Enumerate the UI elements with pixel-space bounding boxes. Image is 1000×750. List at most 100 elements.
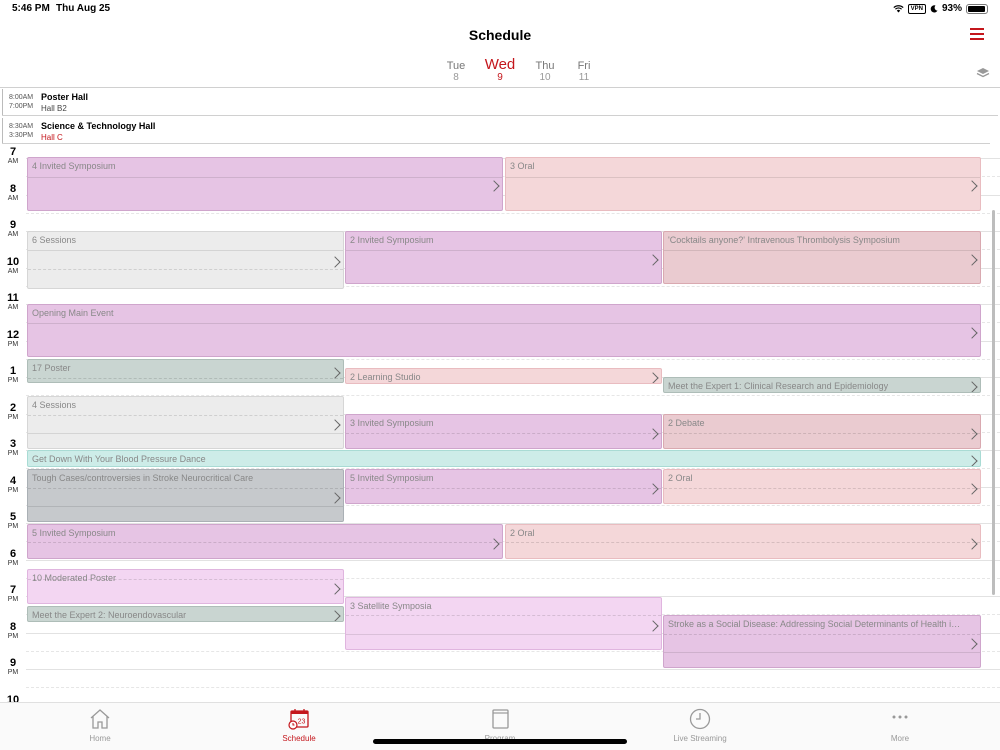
event-block[interactable]: 2 Learning Studio	[345, 368, 662, 384]
event-gridline	[28, 323, 980, 324]
hour-number: 7	[9, 584, 17, 596]
layers-icon[interactable]	[976, 67, 990, 79]
event-block[interactable]: 3 Oral	[505, 157, 981, 211]
hour-number: 8	[9, 620, 17, 633]
day-tab-wed[interactable]: Wed 9	[482, 56, 518, 83]
event-title: 2 Oral	[668, 473, 693, 483]
event-gridline	[346, 615, 661, 616]
event-block[interactable]: 3 Invited Symposium	[345, 414, 662, 449]
chevron-right-icon	[966, 326, 978, 339]
event-gridline	[664, 250, 980, 251]
battery-icon	[966, 3, 988, 14]
event-gridline	[28, 542, 502, 543]
battery-percent: 93%	[941, 3, 962, 14]
pinned-venue-row[interactable]: 8:00AM 7:00PM Poster Hall Hall B2	[2, 89, 998, 115]
day-number: 9	[497, 72, 503, 83]
event-gridline	[28, 415, 343, 416]
tab-label: Program	[440, 734, 560, 743]
event-block[interactable]: 3 Satellite Symposia	[345, 597, 662, 650]
pinned-venue-row[interactable]: 8:30AM 3:30PM Science & Technology Hall …	[2, 118, 998, 144]
scrollbar[interactable]	[992, 210, 995, 595]
event-block[interactable]: Meet the Expert 1: Clinical Research and…	[663, 377, 981, 393]
chevron-right-icon	[329, 256, 341, 268]
tab-more[interactable]: More	[840, 703, 960, 743]
status-indicators: VPN 93%	[893, 3, 988, 14]
hamburger-menu-icon[interactable]	[970, 28, 984, 42]
event-block[interactable]: 10 Moderated Poster	[27, 569, 344, 604]
tab-home[interactable]: Home	[40, 703, 160, 743]
hour-label: 4 PM	[0, 474, 26, 495]
event-title: 3 Invited Symposium	[350, 418, 434, 428]
day-number: 10	[539, 72, 551, 83]
hour-ampm: PM	[7, 632, 19, 640]
event-block[interactable]: 'Cocktails anyone?' Intravenous Thrombol…	[663, 231, 981, 284]
venue-divider	[2, 115, 998, 116]
event-title: Stroke as a Social Disease: Addressing S…	[668, 619, 964, 629]
hour-number: 5	[9, 511, 17, 523]
event-title: Meet the Expert 1: Clinical Research and…	[668, 381, 889, 391]
event-block[interactable]: 6 Sessions	[27, 231, 344, 289]
tab-program[interactable]: Program	[440, 703, 560, 743]
hour-number: 10	[6, 255, 20, 268]
event-gridline	[28, 433, 343, 434]
day-name: Wed	[484, 56, 516, 73]
event-block[interactable]: 17 Poster	[27, 359, 344, 383]
status-time: 5:46 PM	[12, 3, 50, 14]
chevron-right-icon	[329, 418, 341, 431]
venue-divider	[2, 143, 990, 144]
event-block[interactable]: 4 Sessions	[27, 396, 344, 449]
chevron-right-icon	[966, 180, 978, 192]
event-gridline	[346, 634, 661, 635]
half-hour-gridline	[26, 650, 1000, 652]
chevron-right-icon	[647, 482, 659, 495]
event-block[interactable]: 5 Invited Symposium	[345, 469, 662, 504]
half-hour-gridline	[26, 358, 1000, 360]
tab-live-streaming[interactable]: Live Streaming	[640, 703, 760, 743]
hour-number: 4	[9, 474, 17, 487]
day-tab-fri[interactable]: Fri 11	[569, 60, 599, 83]
venue-room: Hall C	[41, 133, 63, 142]
event-block[interactable]: 5 Invited Symposium	[27, 524, 503, 559]
hour-ampm: AM	[7, 158, 19, 165]
event-block[interactable]: 2 Invited Symposium	[345, 231, 662, 284]
event-block[interactable]: 4 Invited Symposium	[27, 157, 503, 211]
venue-start-time: 8:30AM	[9, 123, 34, 130]
event-block[interactable]: 2 Debate	[663, 414, 981, 449]
event-block[interactable]: 2 Oral	[505, 524, 981, 559]
chevron-right-icon	[647, 253, 659, 266]
hour-number: 10	[6, 693, 20, 706]
event-title: 10 Moderated Poster	[32, 573, 117, 583]
event-gridline	[28, 250, 343, 251]
event-title: 5 Invited Symposium	[350, 473, 434, 483]
event-block[interactable]: 2 Oral	[663, 469, 981, 504]
chevron-right-icon	[329, 610, 341, 621]
event-gridline	[28, 269, 343, 270]
day-tab-tue[interactable]: Tue 8	[441, 60, 471, 83]
event-gridline	[664, 433, 980, 434]
hour-label: 9 AM	[0, 220, 26, 239]
chevron-right-icon	[966, 381, 978, 392]
event-block[interactable]: Meet the Expert 2: Neuroendovascular	[27, 606, 344, 622]
hour-label: 9 PM	[0, 658, 26, 677]
venue-title: Poster Hall	[41, 92, 89, 102]
event-block[interactable]: Tough Cases/controversies in Stroke Neur…	[27, 469, 344, 522]
hour-label: 6 PM	[0, 547, 26, 568]
hour-number: 1	[9, 365, 17, 377]
event-title: 6 Sessions	[32, 235, 77, 245]
event-block[interactable]: Stroke as a Social Disease: Addressing S…	[663, 615, 981, 668]
calendar-badge: 23	[298, 719, 306, 726]
half-hour-gridline	[26, 504, 1000, 506]
event-block[interactable]: Opening Main Event	[27, 304, 981, 357]
event-title: Meet the Expert 2: Neuroendovascular	[32, 610, 187, 620]
day-tab-thu[interactable]: Thu 10	[530, 60, 560, 83]
event-title: 'Cocktails anyone?' Intravenous Thrombol…	[668, 235, 900, 245]
half-hour-gridline	[26, 395, 1000, 397]
event-block[interactable]: Get Down With Your Blood Pressure Dance	[27, 450, 981, 467]
chevron-right-icon	[329, 582, 341, 595]
tab-schedule[interactable]: 23 Schedule	[239, 703, 359, 743]
hour-number: 3	[9, 438, 17, 450]
hour-number: 11	[7, 292, 19, 304]
hour-number: 6	[9, 547, 17, 560]
hour-number: 9	[9, 219, 17, 231]
